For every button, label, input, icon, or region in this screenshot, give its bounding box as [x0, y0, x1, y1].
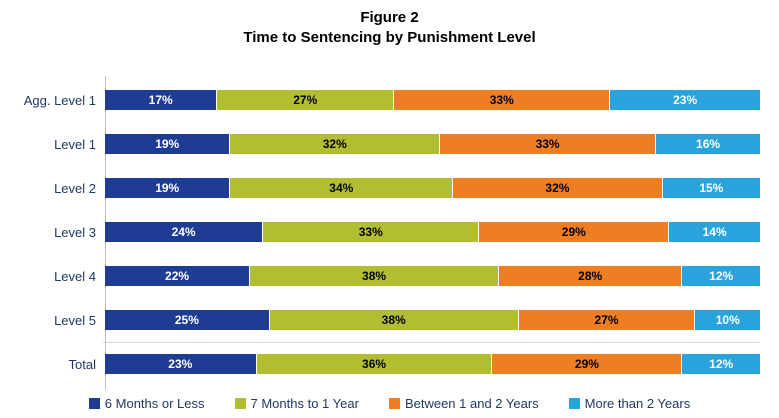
- bar-row: Total 23% 36% 29% 12%: [0, 342, 760, 386]
- chart-titles: Figure 2 Time to Sentencing by Punishmen…: [0, 8, 779, 48]
- bar-row: Level 2 19% 34% 32% 15%: [0, 166, 760, 210]
- category-label: Level 5: [54, 312, 96, 328]
- bar-segment: 24%: [105, 222, 263, 242]
- bar-segment: 14%: [668, 222, 760, 242]
- bar-segment: 33%: [262, 222, 479, 242]
- stacked-bar: 22% 38% 28% 12%: [105, 266, 760, 286]
- bar-row: Level 5 25% 38% 27% 10%: [0, 298, 760, 342]
- bar-segment: 12%: [681, 266, 760, 286]
- bar-row: Level 1 19% 32% 33% 16%: [0, 122, 760, 166]
- bar-segment: 32%: [452, 178, 662, 198]
- legend-label: 7 Months to 1 Year: [250, 396, 359, 411]
- bar-segment: 23%: [105, 354, 256, 374]
- legend-swatch-icon: [234, 398, 246, 409]
- bar-row: Level 4 22% 38% 28% 12%: [0, 254, 760, 298]
- bar-segment: 16%: [655, 134, 760, 154]
- category-label: Level 3: [54, 224, 96, 240]
- bar-segment: 15%: [661, 178, 760, 198]
- bar-segment: 10%: [694, 310, 760, 330]
- plot-area: Agg. Level 1 17% 27% 33% 23% Level 1 19% 32% 33%…: [0, 78, 760, 386]
- bar-segment: 34%: [229, 178, 453, 198]
- chart-subtitle: Time to Sentencing by Punishment Level: [243, 29, 536, 46]
- bar-segment: 28%: [497, 266, 682, 286]
- stacked-bar: 17% 27% 33% 23%: [105, 90, 760, 110]
- bar-segment: 19%: [105, 134, 230, 154]
- bar-segment: 32%: [229, 134, 440, 154]
- category-label: Total: [68, 356, 96, 372]
- bar-segment: 12%: [681, 354, 760, 374]
- bar-segment: 33%: [439, 134, 656, 154]
- bar-row: Level 3 24% 33% 29% 14%: [0, 210, 760, 254]
- category-label: Level 1: [54, 136, 96, 152]
- bar-segment: 22%: [105, 266, 250, 286]
- legend-label: More than 2 Years: [584, 396, 691, 411]
- stacked-bar: 25% 38% 27% 10%: [105, 310, 760, 330]
- bar-row: Agg. Level 1 17% 27% 33% 23%: [0, 78, 760, 122]
- bar-segment: 29%: [478, 222, 669, 242]
- bar-segment: 38%: [268, 310, 518, 330]
- legend-item: 7 Months to 1 Year: [234, 396, 359, 411]
- legend-swatch-icon: [88, 398, 100, 409]
- stacked-bar: 19% 34% 32% 15%: [105, 178, 760, 198]
- bar-segment: 23%: [609, 90, 760, 110]
- category-label: Level 4: [54, 268, 96, 284]
- legend-label: Between 1 and 2 Years: [404, 396, 539, 411]
- category-label: Agg. Level 1: [23, 92, 96, 108]
- chart-title: Figure 2: [360, 9, 419, 26]
- legend-item: More than 2 Years: [568, 396, 691, 411]
- bar-segment: 29%: [491, 354, 682, 374]
- legend-swatch-icon: [568, 398, 580, 409]
- total-separator-line: [103, 342, 760, 343]
- bar-segment: 33%: [393, 90, 610, 110]
- stacked-bar: 24% 33% 29% 14%: [105, 222, 760, 242]
- stacked-bar: 19% 32% 33% 16%: [105, 134, 760, 154]
- bar-segment: 27%: [517, 310, 695, 330]
- bar-segment: 25%: [105, 310, 269, 330]
- legend: 6 Months or Less 7 Months to 1 Year Betwee…: [0, 396, 779, 411]
- bar-segment: 17%: [105, 90, 217, 110]
- legend-label: 6 Months or Less: [104, 396, 205, 411]
- legend-item: Between 1 and 2 Years: [388, 396, 539, 411]
- category-label: Level 2: [54, 180, 96, 196]
- bar-segment: 27%: [216, 90, 394, 110]
- bar-segment: 36%: [255, 354, 492, 374]
- legend-item: 6 Months or Less: [88, 396, 205, 411]
- legend-swatch-icon: [388, 398, 400, 409]
- stacked-bar: 23% 36% 29% 12%: [105, 354, 760, 374]
- bar-segment: 38%: [249, 266, 498, 286]
- bar-segment: 19%: [105, 178, 230, 198]
